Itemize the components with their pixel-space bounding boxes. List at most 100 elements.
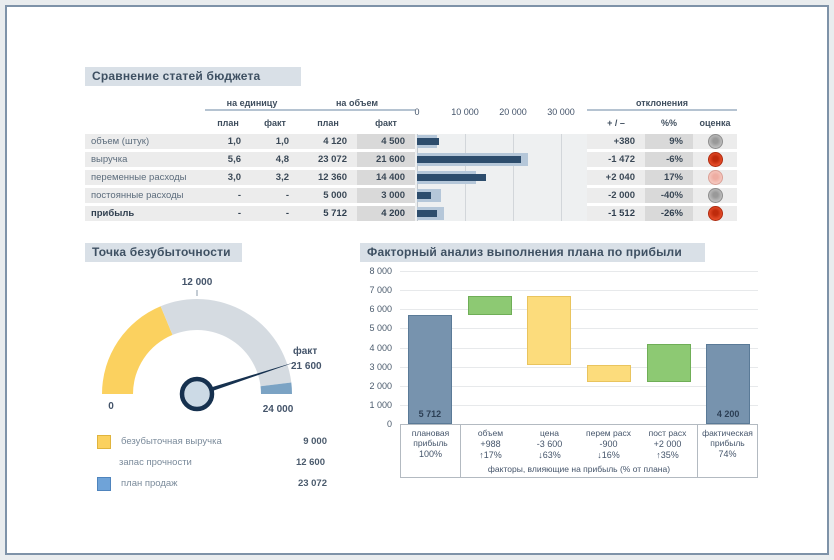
legend-value: 23 072 (297, 478, 327, 489)
waterfall-gridline (400, 290, 758, 292)
gauge-legend: безубыточная выручка 9 000 запас прочности… (97, 431, 337, 494)
cell-vol_plan: 5 712 (299, 206, 357, 221)
wf-factor-col: пост расх +2 000 ↑35% (638, 425, 697, 460)
waterfall-ytick: 7 000 (369, 285, 392, 296)
cell-label: прибыль (85, 206, 205, 221)
gauge-needle (196, 361, 298, 397)
subheader-plan-unit: план (217, 117, 239, 128)
wf-col-delta: -900 (599, 439, 618, 450)
wf-col-pct: ↓16% (597, 450, 620, 461)
cell-dev_pct: -40% (645, 188, 693, 203)
cell-unit_fact: - (251, 206, 299, 221)
wf-col-delta: +988 (480, 439, 501, 450)
group-header-per-unit: на единицу (205, 96, 299, 111)
bar-axis-labels: 0 10 000 20 000 30 000 (414, 96, 587, 131)
legend-value: 12 600 (295, 457, 325, 468)
cell-rating (693, 134, 737, 149)
wf-col-label: плановая прибыль (411, 428, 450, 449)
waterfall-gridline (400, 309, 758, 311)
cell-dev_pct: 9% (645, 134, 693, 149)
cell-rating (693, 206, 737, 221)
cell-vol_plan: 5 000 (299, 188, 357, 203)
wf-factor-columns: объем +988 ↑17% цена -3 600 ↓63% перем расх -90… (461, 425, 697, 460)
cell-vol_plan: 23 072 (299, 152, 357, 167)
bar-fact (417, 210, 438, 217)
page-frame (5, 5, 829, 555)
waterfall-xbox-start: плановая прибыль 100% (400, 424, 461, 478)
breakeven-gauge: 12 000 0 24 000 факт 21 600 (102, 277, 322, 415)
gauge-segment-1 (160, 299, 292, 387)
subheader-deviation-abs: + / – (607, 117, 625, 128)
wf-col-delta: -3 600 (536, 439, 563, 450)
rating-dot-pink (707, 170, 723, 185)
group-header-deviations: отклонения (587, 96, 737, 111)
cell-unit_plan: 5,6 (205, 152, 251, 167)
legend-label: запас прочности (119, 457, 192, 468)
waterfall-footnote: факторы, влияющие на прибыль (% от плана… (487, 464, 671, 474)
cell-label: постоянные расходы (85, 188, 205, 203)
gauge-max-label: 24 000 (263, 404, 294, 415)
waterfall-bar (706, 343, 751, 424)
bar-value-label: 4 200 (716, 409, 740, 419)
cell-vol_fact: 21 600 (357, 152, 415, 167)
wf-col-pct: 74% (718, 449, 737, 460)
legend-swatch (97, 476, 111, 491)
subheader-fact-volume: факт (375, 117, 397, 128)
rating-dot-gray (707, 188, 723, 203)
legend-row: план продаж 23 072 (97, 473, 337, 494)
cell-vol_plan: 12 360 (299, 170, 357, 185)
group-header-per-volume: на объем (299, 96, 415, 111)
subheader-plan-volume: план (317, 117, 339, 128)
cell-label: выручка (85, 152, 205, 167)
waterfall-xbox-end: фактическая прибыль 74% (697, 424, 758, 478)
waterfall-ytick: 6 000 (369, 304, 392, 315)
wf-col-label: фактическая прибыль (702, 428, 753, 449)
wf-col-delta: +2 000 (653, 439, 682, 450)
wf-col-label: пост расх (648, 428, 687, 438)
waterfall-ytick: 3 000 (369, 361, 392, 372)
wf-col-label: цена (540, 428, 559, 438)
waterfall-x-axis: плановая прибыль 100% объем +988 ↑17% цена -3 … (400, 424, 758, 478)
gauge-hub (179, 376, 215, 412)
legend-value: 9 000 (303, 436, 327, 447)
waterfall-y-axis: 0 1 000 2 000 3 000 4 000 5 000 6 000 7 000 8 00… (348, 264, 396, 434)
bar-fact (417, 174, 487, 181)
bar-value-label: 5 712 (418, 409, 442, 419)
waterfall-plot: 5 712 4 200 (400, 271, 758, 424)
cell-dev_pct: 17% (645, 170, 693, 185)
section-title-breakeven: Точка безубыточности (85, 243, 242, 262)
cell-unit_fact: 3,2 (251, 170, 299, 185)
gauge-segment-0 (102, 306, 173, 394)
cell-unit_fact: - (251, 188, 299, 203)
waterfall-ytick: 2 000 (369, 380, 392, 391)
legend-row: запас прочности 12 600 (97, 452, 337, 473)
cell-vol_fact: 14 400 (357, 170, 415, 185)
wf-col-pct: ↑35% (656, 450, 679, 461)
cell-rating (693, 170, 737, 185)
axis-tick-label: 30 000 (547, 107, 575, 117)
rating-dot-red (707, 152, 723, 167)
bar-fact (417, 156, 521, 163)
waterfall-ytick: 0 (386, 419, 392, 429)
comparison-bar-plot (415, 134, 587, 221)
gauge-segment-2 (260, 382, 292, 394)
cell-vol_plan: 4 120 (299, 134, 357, 149)
wf-col-label: объем (477, 428, 504, 438)
subheader-deviation-pct: %% (660, 117, 677, 128)
waterfall-ytick: 5 000 (369, 323, 392, 334)
waterfall-gridline (400, 328, 758, 330)
waterfall-ytick: 8 000 (369, 266, 392, 276)
axis-tick-label: 20 000 (499, 107, 527, 117)
bar-fact (417, 192, 432, 199)
waterfall-bar (527, 295, 572, 365)
cell-dev_pct: -26% (645, 206, 693, 221)
waterfall-xbox-factors: объем +988 ↑17% цена -3 600 ↓63% перем расх -90… (460, 424, 698, 478)
waterfall-gridline (400, 271, 758, 272)
waterfall-gridline (400, 347, 758, 349)
cell-dev_abs: -2 000 (587, 188, 645, 203)
wf-factor-col: объем +988 ↑17% (461, 425, 520, 460)
waterfall-ytick: 1 000 (369, 399, 392, 410)
cell-unit_fact: 1,0 (251, 134, 299, 149)
subheader-rating: оценка (699, 117, 731, 128)
wf-factor-col: цена -3 600 ↓63% (520, 425, 579, 460)
